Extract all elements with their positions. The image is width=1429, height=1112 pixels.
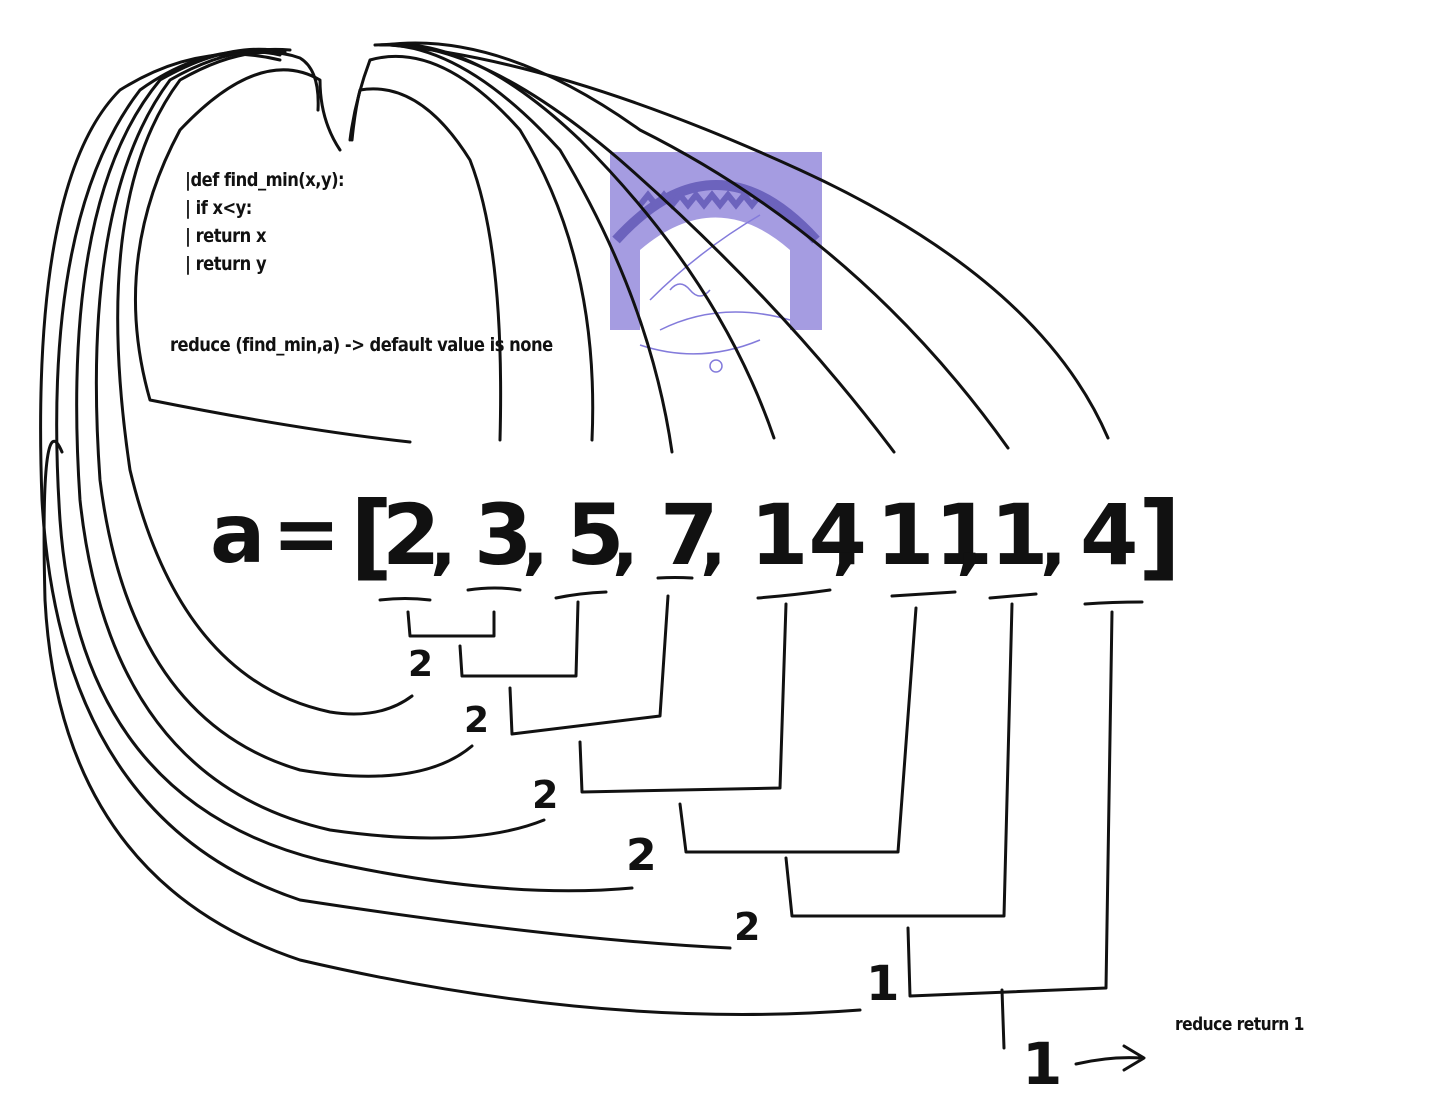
bracket-step-2 bbox=[458, 600, 580, 678]
reduce-return-note: reduce return 1 bbox=[1175, 1014, 1304, 1035]
final-stem bbox=[1000, 988, 1006, 1050]
step-result-6: 1 bbox=[866, 956, 899, 1012]
underline-1 bbox=[988, 592, 1038, 600]
underline-7 bbox=[656, 576, 694, 580]
underline-2 bbox=[378, 597, 432, 602]
step-result-4: 2 bbox=[626, 830, 657, 881]
array-element-6: 1 bbox=[990, 486, 1048, 584]
array-comma: , bbox=[522, 501, 549, 583]
array-elements: 2 3 5 7 14 111 4 bbox=[382, 486, 1138, 584]
underline-3 bbox=[466, 586, 522, 592]
bracket-step-7 bbox=[906, 610, 1114, 998]
array-comma: , bbox=[832, 501, 859, 583]
array-comma: , bbox=[956, 501, 983, 583]
bracket-step-3 bbox=[508, 594, 670, 736]
underline-11 bbox=[890, 590, 957, 598]
bracket-step-6 bbox=[784, 602, 1014, 918]
code-line: |def find_min(x,y): bbox=[185, 169, 345, 191]
bracket-step-5 bbox=[678, 606, 918, 854]
result-arrow bbox=[1074, 1044, 1146, 1072]
bracket-step-1 bbox=[406, 610, 496, 638]
step-result-1: 2 bbox=[408, 644, 433, 685]
code-line: | if x<y: bbox=[185, 197, 252, 219]
reduction-tree: 2 2 2 2 2 1 1 bbox=[378, 576, 1146, 1098]
array-comma: , bbox=[430, 501, 457, 583]
array-element-2: 5 bbox=[566, 486, 624, 584]
array-element-5: 11 bbox=[876, 486, 993, 584]
array-element-1: 3 bbox=[474, 486, 532, 584]
underline-4 bbox=[1083, 600, 1144, 606]
equals-sign: = bbox=[272, 487, 341, 582]
university-seal-logo bbox=[610, 152, 822, 373]
array-variable: a bbox=[210, 487, 265, 582]
final-result: 1 bbox=[1022, 1030, 1062, 1098]
array-commas: ,,,,,,, bbox=[430, 501, 1067, 583]
step-result-5: 2 bbox=[734, 905, 760, 949]
array-comma: , bbox=[612, 501, 639, 583]
array-element-4: 14 bbox=[750, 486, 867, 584]
open-bracket: [ bbox=[350, 482, 393, 591]
bracket-step-4 bbox=[578, 602, 788, 794]
array-element-0: 2 bbox=[382, 486, 440, 584]
array-element-7: 4 bbox=[1080, 486, 1138, 584]
step-result-2: 2 bbox=[464, 700, 489, 741]
loop-arrows bbox=[39, 41, 1110, 1016]
array-comma: , bbox=[1040, 501, 1067, 583]
step-result-3: 2 bbox=[532, 773, 558, 817]
underline-5 bbox=[554, 590, 608, 600]
array-element-3: 7 bbox=[660, 486, 718, 584]
code-line: | return x bbox=[185, 225, 267, 247]
reduce-default-note: reduce (find_min,a) -> default value is … bbox=[170, 334, 553, 356]
function-code-block: |def find_min(x,y): | if x<y: | return x… bbox=[185, 166, 345, 278]
code-line: | return y bbox=[185, 253, 267, 275]
array-comma: , bbox=[700, 501, 727, 583]
underline-14 bbox=[756, 588, 832, 600]
close-bracket: ] bbox=[1138, 482, 1181, 591]
